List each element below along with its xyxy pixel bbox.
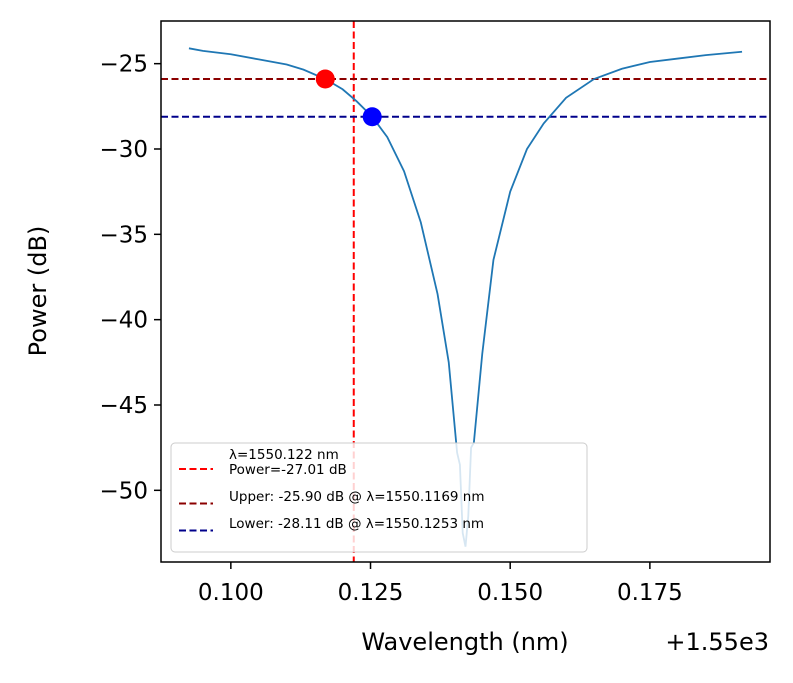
y-tick-label: −30 <box>99 137 148 163</box>
x-tick-label: 0.100 <box>198 580 264 606</box>
x-offset-label: +1.55e3 <box>665 628 769 656</box>
y-tick-label: −45 <box>99 393 148 419</box>
y-tick-label: −35 <box>99 222 148 248</box>
y-axis-label: Power (dB) <box>24 226 52 357</box>
legend-box <box>170 442 588 553</box>
legend-entry-text: λ=1550.122 nm <box>229 447 339 463</box>
y-tick-label: −50 <box>99 478 148 504</box>
x-tick-label: 0.150 <box>477 580 543 606</box>
plot-frame <box>160 20 771 563</box>
x-tick-label: 0.125 <box>338 580 404 606</box>
legend-entry-text: Power=-27.01 dB <box>229 462 347 478</box>
x-tick-label: 0.175 <box>617 580 683 606</box>
x-axis-label: Wavelength (nm) <box>361 628 568 656</box>
legend-entry-text: Upper: -25.90 dB @ λ=1550.1169 nm <box>229 489 485 505</box>
marker-upper-point <box>315 69 335 89</box>
marker-lower-point <box>362 107 382 127</box>
y-tick-label: −25 <box>99 52 148 78</box>
legend-entry-text: Lower: -28.11 dB @ λ=1550.1253 nm <box>229 516 484 532</box>
y-tick-label: −40 <box>99 308 148 334</box>
